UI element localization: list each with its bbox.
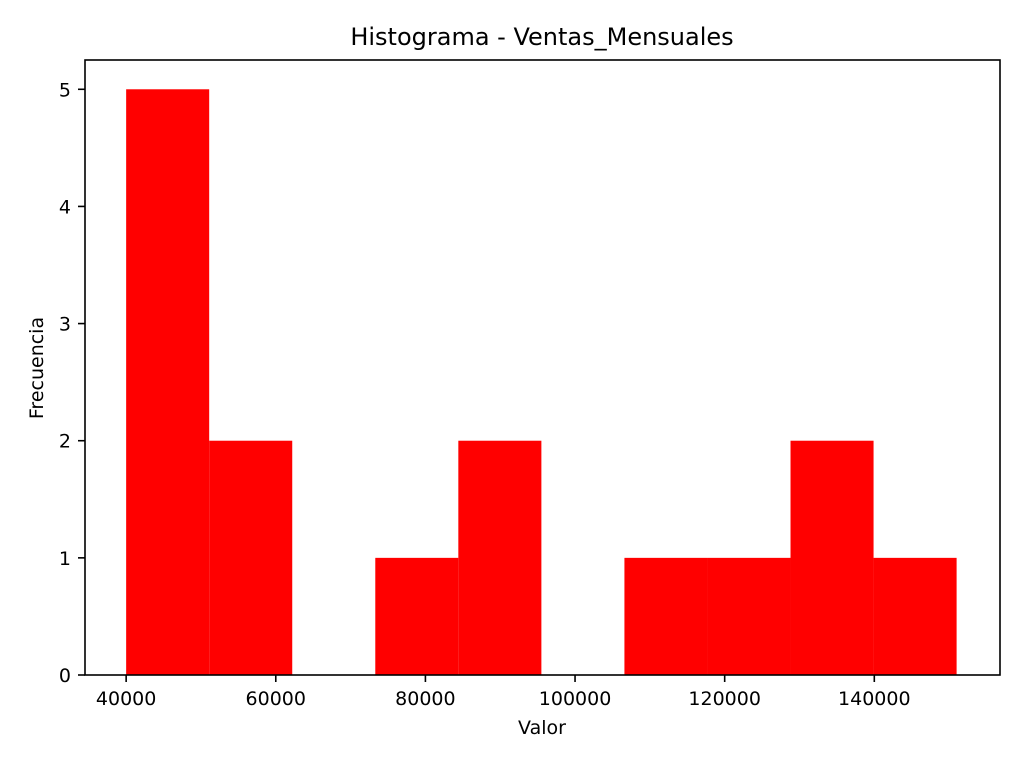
x-axis-label: Valor: [518, 717, 566, 739]
histogram-bar-3: [375, 557, 459, 675]
histogram-bar-4: [458, 440, 542, 675]
histogram-bar-7: [707, 557, 791, 675]
histogram-bar-0: [126, 89, 210, 676]
y-tick-label: 0: [59, 665, 71, 687]
x-tick-label: 80000: [395, 688, 455, 710]
x-axis: 40000 60000 80000 100000 120000 140000: [96, 675, 911, 710]
y-tick-label: 2: [59, 431, 71, 453]
x-tick-label: 140000: [838, 688, 911, 710]
plot-frame: [84, 59, 1001, 676]
x-tick-label: 120000: [688, 688, 761, 710]
y-axis: 0 1 2 3 4 5: [59, 79, 85, 687]
y-tick-label: 1: [59, 548, 71, 570]
histogram-bar-9: [873, 557, 957, 675]
histogram-bar-6: [624, 557, 708, 675]
x-tick-label: 60000: [246, 688, 306, 710]
chart-title: Histograma - Ventas_Mensuales: [350, 23, 733, 51]
bars-group: [126, 89, 957, 676]
histogram-bar-8: [790, 440, 874, 675]
y-tick-label: 5: [59, 79, 71, 101]
y-tick-label: 3: [59, 314, 71, 336]
histogram-bar-1: [209, 440, 293, 675]
x-tick-label: 100000: [539, 688, 612, 710]
x-tick-label: 40000: [96, 688, 156, 710]
y-tick-label: 4: [59, 196, 71, 218]
y-axis-label: Frecuencia: [26, 317, 48, 419]
